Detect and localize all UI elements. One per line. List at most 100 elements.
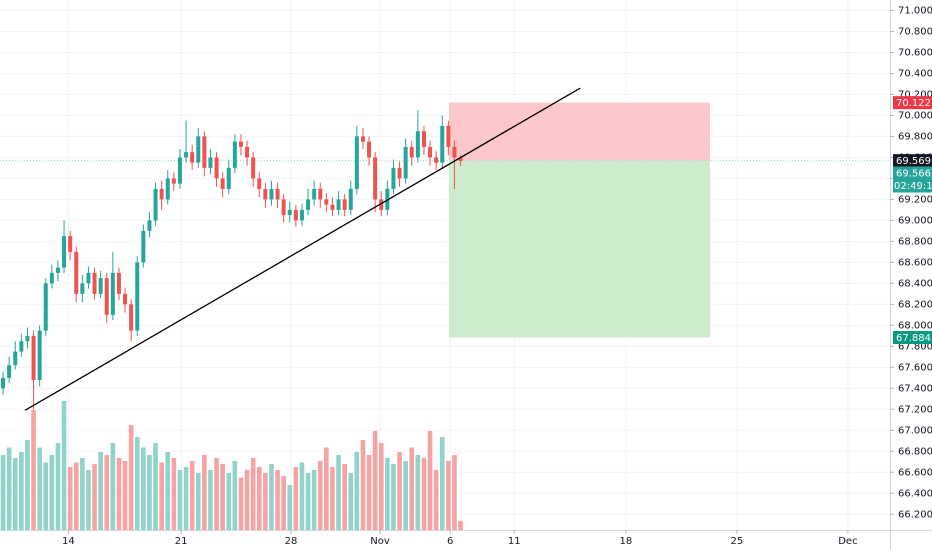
candle-body — [367, 141, 372, 158]
candle-body — [428, 146, 433, 158]
volume-bar — [98, 452, 103, 530]
price-axis — [890, 0, 932, 550]
candle-body — [287, 209, 292, 216]
volume-bar — [397, 452, 402, 530]
candle-body — [379, 199, 384, 210]
volume-bar — [458, 521, 463, 530]
volume-bar — [360, 440, 366, 530]
candle-body — [123, 293, 128, 305]
volume-bar — [317, 461, 323, 530]
volume-bar — [73, 462, 79, 530]
target-label-box — [893, 331, 932, 345]
y-tick-label: 66.400 — [898, 488, 932, 499]
volume-bar — [37, 447, 42, 530]
y-tick-label: 66.800 — [898, 446, 932, 457]
candle-body — [232, 141, 237, 168]
volume-bar — [80, 458, 85, 530]
y-tick-label: 67.200 — [898, 404, 932, 415]
volume-bar — [147, 455, 152, 530]
candle-body — [80, 283, 85, 294]
volume-bar — [336, 455, 341, 530]
volume-bar — [385, 458, 390, 530]
y-tick-label: 67.600 — [898, 362, 932, 373]
candle-body — [43, 283, 48, 331]
candle-body — [68, 236, 73, 252]
y-tick-label: 70.400 — [898, 68, 932, 79]
volume-bar — [92, 464, 97, 530]
x-tick-label: 11 — [508, 536, 521, 547]
y-tick-label: 67.800 — [898, 341, 932, 352]
countdown-label: 02:49:15 — [894, 181, 932, 192]
candle-body — [245, 146, 250, 158]
candle-body — [293, 209, 298, 221]
stop-label-box — [893, 96, 932, 110]
volume-bar — [232, 461, 238, 530]
volume-bar — [348, 473, 354, 530]
candle-body — [129, 304, 134, 331]
candle-body — [171, 178, 176, 184]
volume-bar — [183, 467, 189, 530]
y-tick-label: 69.200 — [898, 194, 932, 205]
volume-bar — [244, 470, 250, 530]
y-tick-label: 67.400 — [898, 383, 932, 394]
volume-bar — [256, 467, 262, 530]
volume-bar — [214, 458, 219, 530]
last-price-box — [893, 166, 932, 193]
candle-body — [177, 157, 182, 184]
candle-body — [49, 272, 54, 284]
y-tick-label: 70.800 — [898, 26, 932, 37]
plot-background — [0, 0, 890, 530]
volume-bar — [189, 461, 195, 530]
volume-bar — [275, 470, 280, 530]
volume-bar — [452, 455, 457, 530]
volume-bar — [305, 473, 311, 530]
candle-body — [403, 146, 408, 179]
volume-bar — [6, 447, 12, 530]
candle-body — [421, 131, 426, 147]
candle-body — [263, 188, 268, 200]
volume-bar — [342, 464, 347, 530]
candle-body — [415, 131, 420, 158]
volume-bar — [226, 473, 232, 530]
volume-bar — [202, 455, 207, 530]
candle-body — [269, 188, 274, 200]
volume-bar — [49, 455, 55, 530]
x-tick-label: 6 — [447, 536, 453, 547]
candle-body — [257, 178, 262, 189]
volume-bar — [67, 467, 73, 530]
y-tick-label: 68.800 — [898, 236, 932, 247]
y-tick-label: 69.800 — [898, 131, 932, 142]
candle-body — [220, 178, 225, 189]
volume-bar — [238, 477, 244, 530]
candle-body — [324, 199, 329, 205]
volume-bar — [391, 464, 396, 530]
volume-bar — [378, 443, 384, 530]
volume-bar — [0, 455, 6, 530]
volume-bar — [116, 458, 122, 530]
target-label: 67.884 — [896, 333, 931, 344]
candle-body — [440, 125, 445, 163]
candle-body — [409, 146, 414, 158]
candle-body — [31, 335, 36, 380]
candle-body — [434, 157, 439, 163]
volume-bar — [19, 452, 24, 530]
candle-body — [354, 136, 359, 189]
candle-body — [153, 188, 158, 221]
candle-body — [7, 365, 12, 378]
candle-body — [360, 136, 365, 142]
candle-body — [391, 167, 396, 189]
candle-body — [446, 125, 451, 147]
y-tick-label: 67.000 — [898, 425, 932, 436]
volume-bar — [263, 473, 268, 530]
volume-bar — [220, 464, 225, 530]
candle-body — [196, 136, 201, 163]
candle-body — [275, 188, 280, 200]
volume-bar — [281, 476, 286, 530]
entry-label-box — [893, 154, 932, 168]
y-tick-label: 68.000 — [898, 320, 932, 331]
target-zone — [448, 160, 711, 338]
candle-body — [299, 209, 304, 221]
volume-bar — [299, 462, 305, 530]
volume-bar — [433, 470, 439, 530]
candle-body — [238, 141, 243, 147]
